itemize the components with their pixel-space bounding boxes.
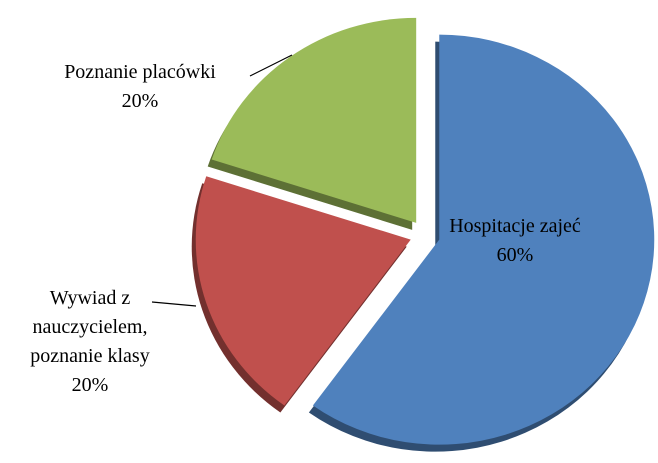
category-label: Poznanie placówki (64, 61, 216, 83)
slice-label: Poznanie placówki 20% (25, 58, 255, 116)
leader-line (151, 301, 197, 307)
slice (211, 17, 417, 223)
slice-label: Hospitacje zajeć 60% (420, 212, 610, 270)
slice-label: Wywiad z nauczycielem, poznanie klasy 20% (10, 284, 170, 400)
slice (195, 176, 411, 406)
value-label: 60% (496, 244, 534, 266)
slice (312, 34, 655, 445)
value-label: 20% (71, 374, 109, 396)
category-label: Hospitacje zajeć (449, 215, 581, 237)
leader-line (249, 54, 293, 77)
value-label: 20% (121, 90, 159, 112)
category-label: Wywiad z nauczycielem, poznanie klasy (30, 287, 150, 367)
